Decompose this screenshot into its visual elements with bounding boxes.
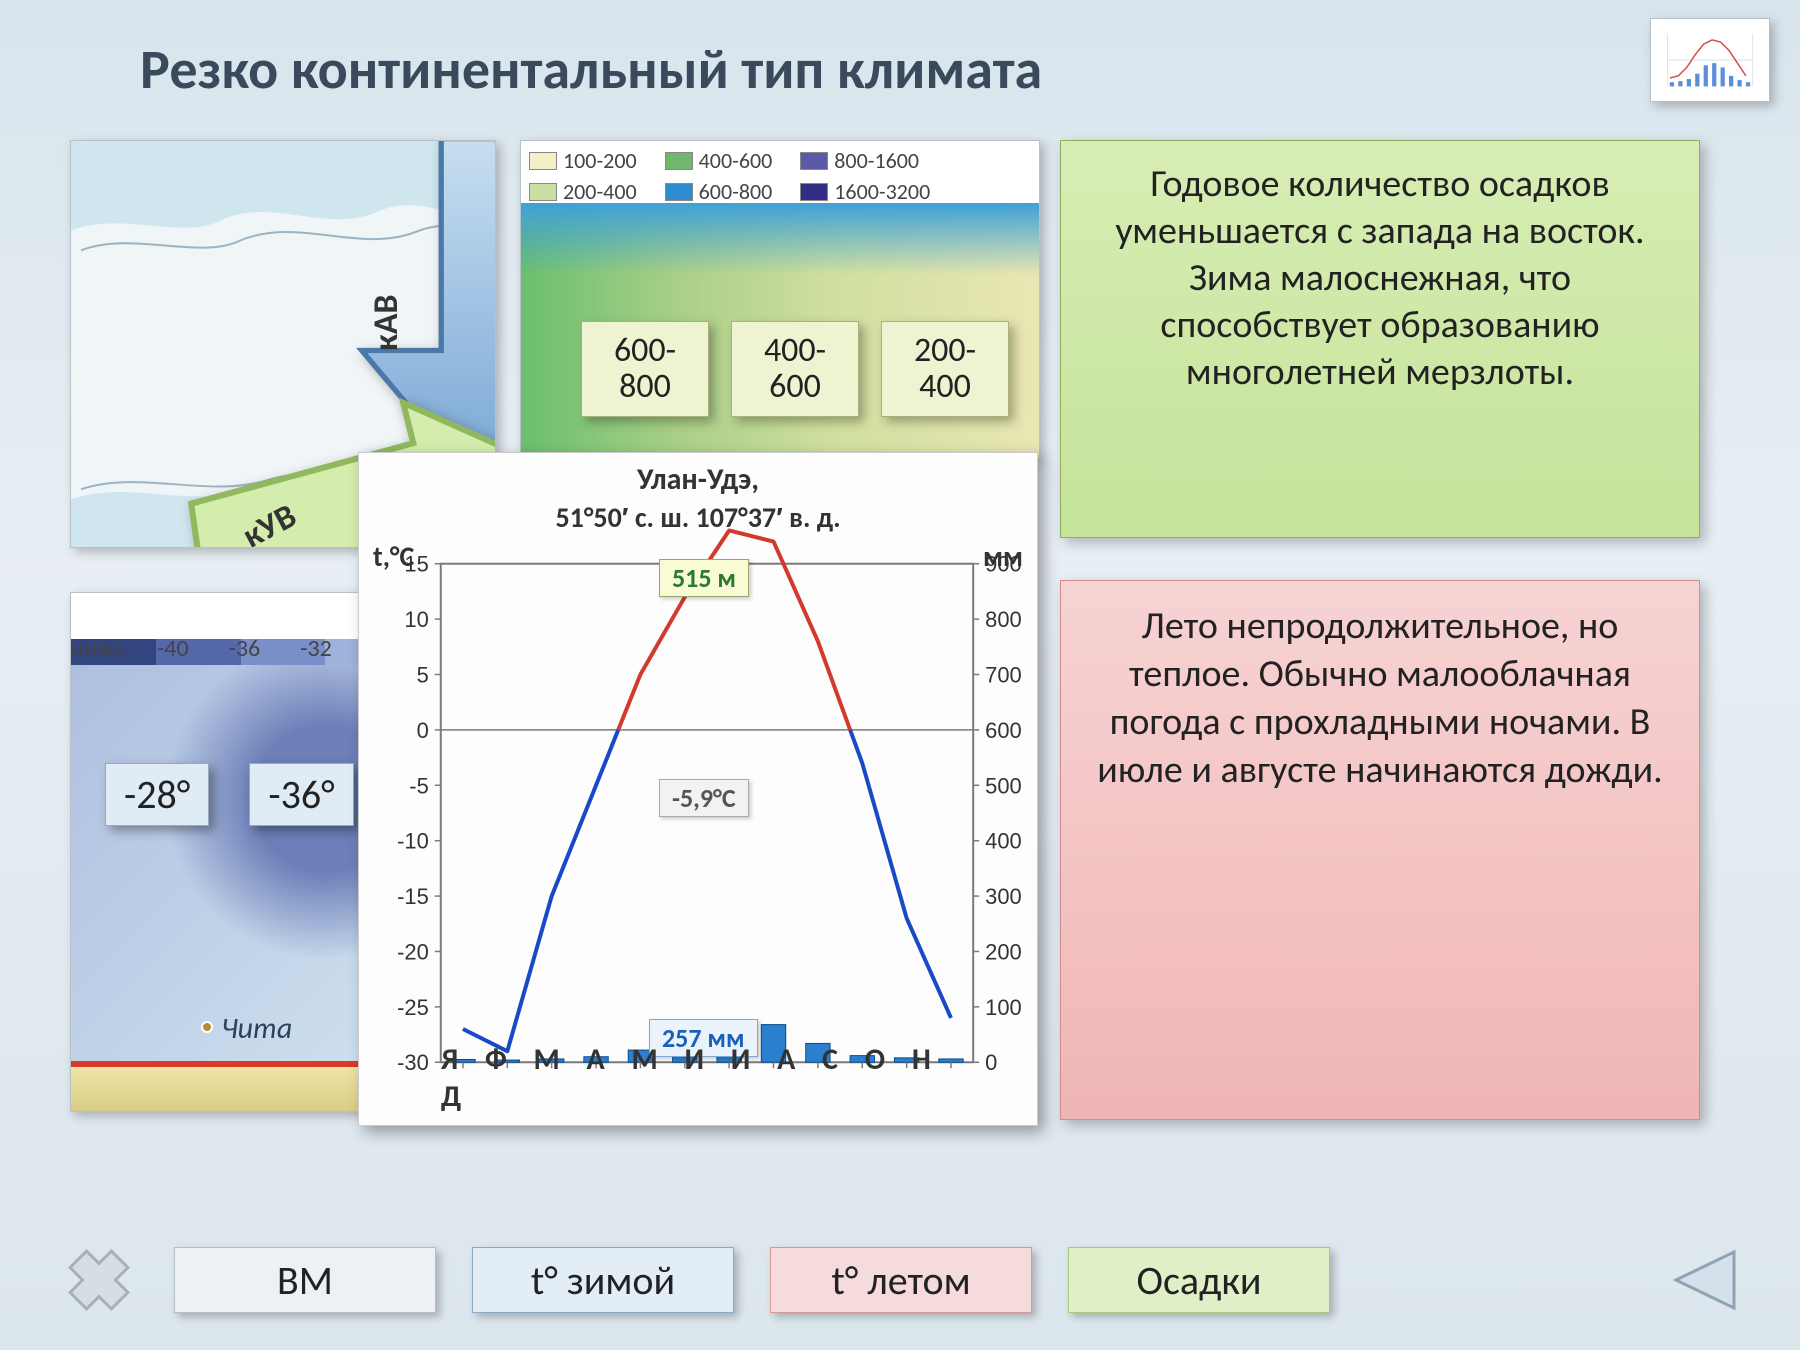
badge-elevation: 515 м — [659, 559, 749, 597]
svg-text:-10: -10 — [397, 829, 429, 854]
climo-month-labels: Я Ф М А М И И А С О Н Д — [441, 1041, 977, 1115]
precip-callout: 200-400 — [881, 321, 1009, 417]
desc-summer: Лето непродолжительное, но теплое. Обычн… — [1060, 580, 1700, 1120]
svg-text:700: 700 — [985, 662, 1022, 687]
badge-mean-temp: -5,9°C — [659, 779, 749, 817]
svg-text:400: 400 — [985, 829, 1022, 854]
svg-text:500: 500 — [985, 773, 1022, 798]
svg-text:600: 600 — [985, 718, 1022, 743]
svg-text:10: 10 — [404, 607, 428, 632]
temp-callout: -36° — [249, 763, 353, 826]
svg-text:-5: -5 — [409, 773, 429, 798]
temp-callouts: -28° -36° — [105, 763, 354, 826]
svg-text:0: 0 — [417, 718, 429, 743]
temp-callout: -28° — [105, 763, 209, 826]
precip-button[interactable]: Осадки — [1068, 1247, 1330, 1313]
legend-item: 400-600 — [665, 147, 773, 174]
svg-text:0: 0 — [985, 1050, 997, 1075]
svg-text:900: 900 — [985, 552, 1022, 577]
svg-text:200: 200 — [985, 939, 1022, 964]
legend-item: 100-200 — [529, 147, 637, 174]
precip-callout: 600-800 — [581, 321, 709, 417]
svg-text:-30: -30 — [397, 1050, 429, 1075]
t-summer-button[interactable]: t° летом — [770, 1247, 1032, 1313]
legend-item: 1600-3200 — [800, 178, 930, 205]
map-precipitation: 100-200 400-600 800-1600 200-400 600-800 1600… — [520, 140, 1040, 460]
climograph: Улан-Удэ, 51°50′ с. ш. 107°37′ в. д. t,°… — [358, 452, 1038, 1126]
climo-city: Улан-Удэ, — [359, 461, 1037, 498]
legend-item: 800-1600 — [800, 147, 919, 174]
precip-legend: 100-200 400-600 800-1600 200-400 600-800 1600… — [521, 141, 1039, 203]
vm-button[interactable]: ВМ — [174, 1247, 436, 1313]
desc-precipitation: Годовое количество осадков уменьшается с… — [1060, 140, 1700, 538]
close-icon[interactable] — [60, 1241, 138, 1319]
thumbnail-climograph[interactable] — [1650, 18, 1770, 102]
city-dot — [201, 1021, 213, 1033]
legend-item: 200-400 — [529, 178, 637, 205]
svg-text:-15: -15 — [397, 884, 429, 909]
precip-callouts: 600-800400-600200-400 — [581, 321, 1009, 417]
t-winter-button[interactable]: t° зимой — [472, 1247, 734, 1313]
svg-text:15: 15 — [404, 552, 428, 577]
svg-text:300: 300 — [985, 884, 1022, 909]
svg-text:5: 5 — [417, 662, 429, 687]
precip-callout: 400-600 — [731, 321, 859, 417]
svg-text:-25: -25 — [397, 995, 429, 1020]
legend-item: 600-800 — [665, 178, 773, 205]
back-icon[interactable] — [1668, 1246, 1740, 1314]
svg-text:100: 100 — [985, 995, 1022, 1020]
svg-text:800: 800 — [985, 607, 1022, 632]
svg-text:-20: -20 — [397, 939, 429, 964]
page-title: Резко континентальный тип климата — [140, 36, 1042, 104]
city-label: Чита — [221, 1010, 292, 1047]
